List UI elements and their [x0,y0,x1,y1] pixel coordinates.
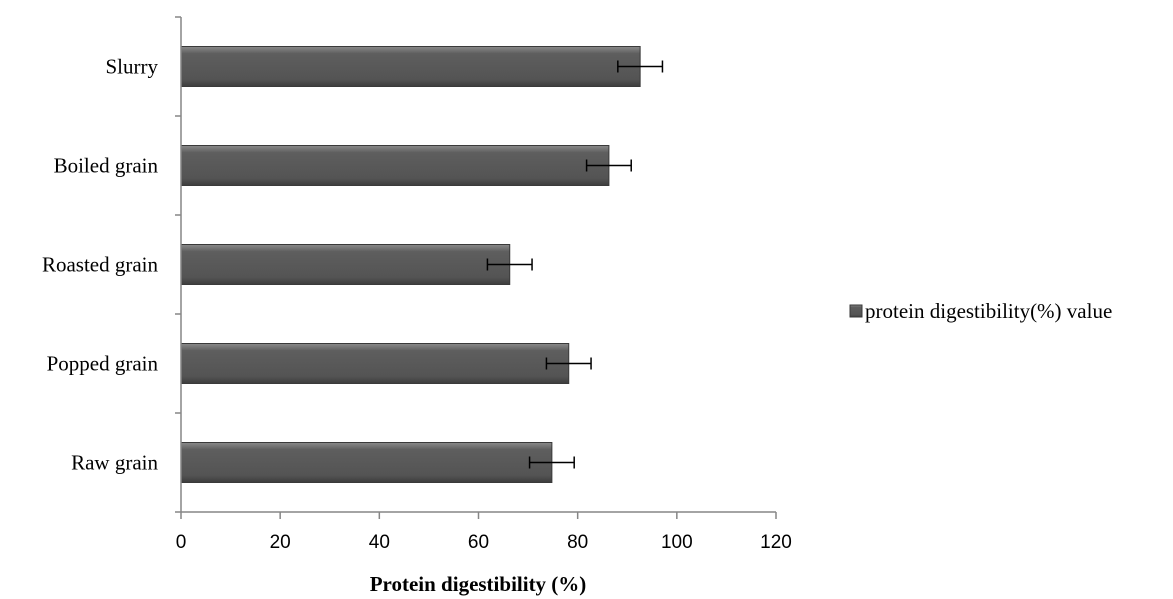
category-label: Raw grain [71,451,158,475]
bar [180,244,511,285]
x-tick-labels: 0 20 40 60 80 100 120 [176,532,792,553]
bar [180,46,641,87]
x-tick-label: 100 [661,532,693,553]
category-label: Roasted grain [42,253,159,277]
axes [175,16,777,519]
error-bar [585,159,632,172]
x-tick-label: 120 [760,532,792,553]
error-bar [617,60,664,73]
error-bar [486,258,533,271]
x-tick-label: 60 [468,532,489,553]
category-label: Slurry [106,55,159,79]
x-tick-label: 80 [567,532,588,553]
error-bars [486,60,664,469]
bar-series [180,46,641,483]
legend-label: protein digestibility(%) value [865,299,1112,323]
bar [180,442,553,483]
bar [180,145,610,186]
legend: protein digestibility(%) value [849,299,1112,323]
error-bar [528,456,575,469]
x-tick-label: 20 [270,532,291,553]
category-labels: Raw grain Popped grain Roasted grain Boiled… [42,55,159,475]
error-bar [545,357,592,370]
category-label: Boiled grain [54,154,159,178]
x-axis-title: Protein digestibility (%) [370,572,587,596]
category-label: Popped grain [47,352,159,376]
bar [180,343,570,384]
x-tick-label: 0 [176,532,187,553]
legend-swatch [849,304,863,318]
x-tick-label: 40 [369,532,390,553]
